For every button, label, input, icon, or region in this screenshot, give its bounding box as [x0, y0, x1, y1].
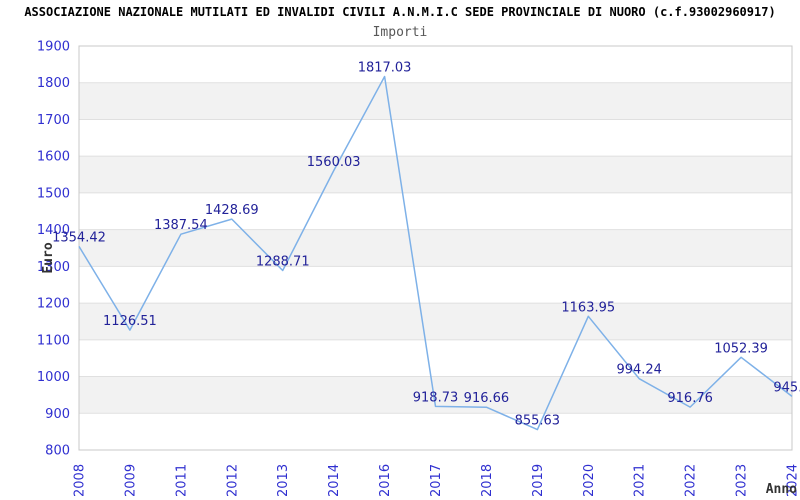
- point-label: 945.9: [773, 380, 800, 395]
- x-tick-label: 2024: [786, 464, 800, 497]
- y-tick-label: 1600: [37, 150, 70, 165]
- y-tick-label: 1000: [37, 370, 70, 385]
- x-tick-label: 2014: [327, 464, 342, 497]
- point-label: 916.76: [667, 391, 713, 406]
- plot-band: [79, 376, 792, 414]
- x-tick-label: 2013: [276, 464, 291, 497]
- x-tick-label: 2016: [378, 464, 393, 497]
- point-label: 1817.03: [358, 60, 412, 75]
- data-line-importi: [78, 75, 793, 431]
- y-tick-label: 800: [45, 444, 70, 459]
- x-tick-label: 2017: [429, 464, 444, 497]
- plot-band: [79, 229, 792, 267]
- plot-border: [78, 45, 793, 451]
- point-label: 1428.69: [205, 203, 259, 218]
- x-tick-label: 2018: [480, 464, 495, 497]
- point-label: 1560.03: [307, 155, 361, 170]
- x-tick-label: 2008: [73, 464, 88, 497]
- point-label: 994.24: [616, 363, 662, 378]
- point-label: 1387.54: [154, 218, 208, 233]
- plot-band: [79, 303, 792, 340]
- point-label: 1052.39: [714, 341, 768, 356]
- plot-band: [79, 156, 792, 193]
- chart-subtitle: Importi: [372, 25, 428, 40]
- x-axis-title: Anno: [766, 482, 797, 497]
- y-tick-label: 1500: [37, 186, 70, 201]
- y-tick-label: 1400: [37, 223, 70, 238]
- x-tick-label: 2023: [735, 464, 750, 497]
- point-label: 855.63: [515, 414, 561, 429]
- x-tick-label: 2011: [174, 464, 189, 497]
- x-tick-label: 2019: [531, 464, 546, 497]
- y-axis-title: Euro: [41, 242, 56, 273]
- point-label: 1163.95: [561, 300, 615, 315]
- y-tick-label: 1700: [37, 113, 70, 128]
- y-tick-label: 1900: [37, 40, 70, 55]
- point-label: 1126.51: [103, 314, 157, 329]
- x-tick-label: 2021: [633, 464, 648, 497]
- y-tick-label: 1300: [37, 260, 70, 275]
- x-tick-label: 2020: [582, 464, 597, 497]
- x-tick-label: 2022: [684, 464, 699, 497]
- y-tick-label: 1100: [37, 333, 70, 348]
- chart-title: ASSOCIAZIONE NAZIONALE MUTILATI ED INVAL…: [24, 5, 776, 19]
- x-tick-label: 2012: [225, 464, 240, 497]
- y-tick-label: 900: [45, 407, 70, 422]
- point-label: 916.66: [464, 391, 510, 406]
- point-label: 1288.71: [256, 255, 310, 270]
- plot-band: [79, 82, 792, 120]
- point-label: 1354.42: [52, 230, 106, 245]
- point-label: 918.73: [413, 390, 459, 405]
- x-tick-label: 2009: [123, 464, 138, 497]
- y-tick-label: 1800: [37, 76, 70, 91]
- y-tick-label: 1200: [37, 297, 70, 312]
